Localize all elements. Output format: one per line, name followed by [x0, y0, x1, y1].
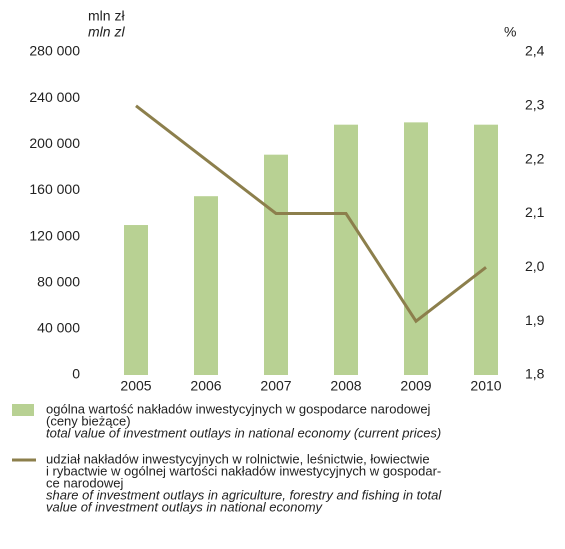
- legend-label: ogólna wartość nakładów inwestycyjnych w…: [46, 401, 431, 416]
- y2-unit: %: [504, 24, 516, 40]
- legend-label-en: total value of investment outlays in nat…: [46, 425, 441, 440]
- y-tick-label: 40 000: [37, 320, 80, 336]
- x-tick-label: 2006: [190, 378, 221, 394]
- legend-label: (ceny bieżące): [46, 413, 131, 428]
- y-tick-label: 240 000: [29, 89, 80, 105]
- x-tick-label: 2008: [330, 378, 361, 394]
- x-tick-label: 2009: [400, 378, 431, 394]
- y-tick-label: 160 000: [29, 181, 80, 197]
- y2-tick-label: 2,4: [525, 43, 545, 59]
- bar: [194, 196, 218, 375]
- line: [135, 104, 487, 324]
- legend-label-en: value of investment outlays in national …: [46, 499, 324, 514]
- y-tick-label: 80 000: [37, 273, 80, 289]
- x-tick-label: 2010: [470, 378, 501, 394]
- x-tick-label: 2005: [120, 378, 151, 394]
- bar: [334, 124, 358, 375]
- y-tick-label: 200 000: [29, 135, 80, 151]
- y-tick-label: 0: [72, 366, 80, 382]
- legend-label: ce narodowej: [46, 475, 123, 490]
- y2-tick-label: 2,2: [525, 150, 545, 166]
- y2-tick-label: 2,1: [525, 204, 545, 220]
- y2-tick-label: 2,0: [525, 258, 545, 274]
- legend-swatch: [12, 404, 34, 416]
- bar: [404, 122, 428, 375]
- y2-tick-label: 1,8: [525, 366, 545, 382]
- y-unit-en: mln zl: [88, 24, 125, 40]
- y-tick-label: 280 000: [29, 43, 80, 59]
- legend-label-en: share of investment outlays in agricultu…: [46, 487, 442, 502]
- y2-tick-label: 1,9: [525, 312, 545, 328]
- bar: [264, 154, 288, 375]
- x-tick-label: 2007: [260, 378, 291, 394]
- bar: [474, 124, 498, 375]
- legend-label: i rybactwie w ogólnej wartości nakładów …: [46, 463, 441, 478]
- legend-label: udział nakładów inwestycyjnych w rolnict…: [46, 451, 430, 466]
- y-tick-label: 120 000: [29, 227, 80, 243]
- y2-tick-label: 2,3: [525, 97, 545, 113]
- y-unit: mln zł: [88, 8, 125, 24]
- bar: [124, 225, 148, 375]
